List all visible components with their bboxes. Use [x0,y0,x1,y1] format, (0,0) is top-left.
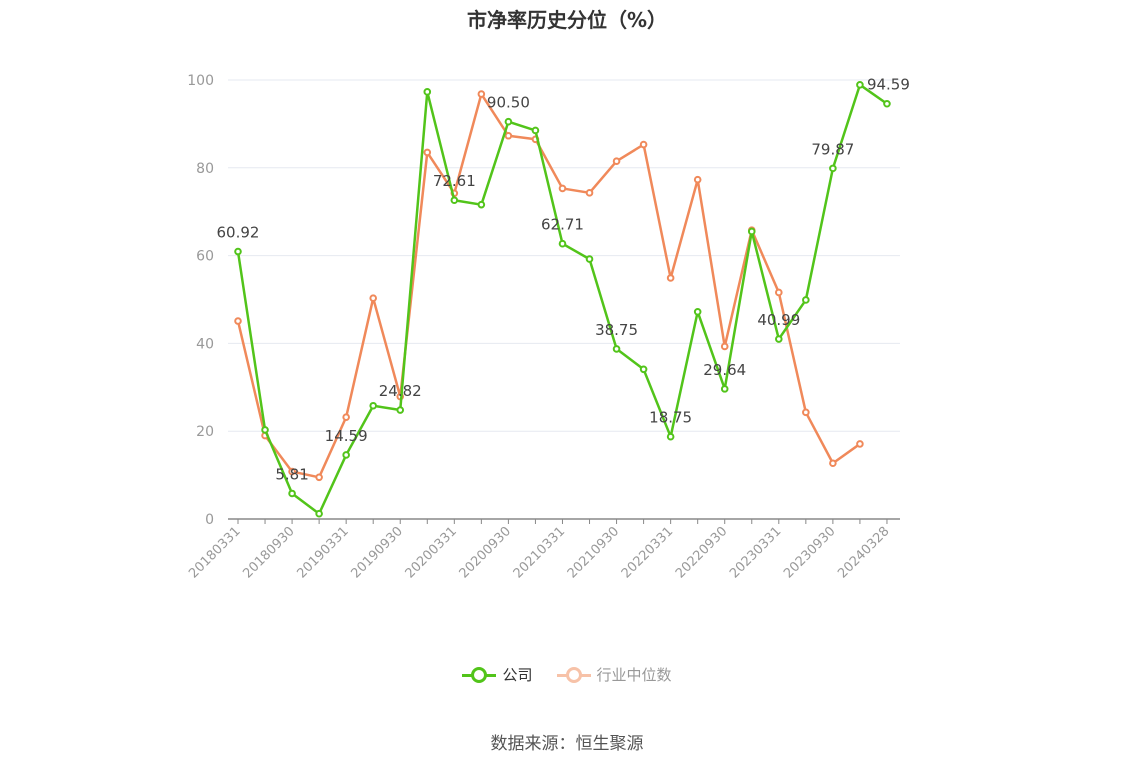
data-point-company [747,227,756,236]
y-tick-label: 20 [196,424,214,440]
data-point-industry-median [639,140,648,149]
data-point-industry-median [612,157,621,166]
x-tick-label: 20220331 [619,524,676,581]
data-point-industry-median [504,131,513,140]
legend-label: 公司 [502,666,533,684]
data-label: 29.64 [703,361,746,379]
data-point-company [396,406,405,414]
data-point-company [531,126,540,135]
series-line-industry-median [236,92,861,479]
data-source: 数据来源：恒生聚源 [490,734,644,754]
x-tick-label: 20190930 [348,524,405,581]
x-tick-label: 20230930 [781,524,838,581]
x-tick-label: 20210930 [565,524,622,581]
data-point-company [558,239,567,248]
data-label: 14.59 [325,427,368,445]
data-point-company [369,401,378,410]
data-point-company [802,296,810,304]
x-tick-label: 20180331 [186,524,243,581]
x-tick-label: 20180930 [240,524,297,581]
legend-line-circle-icon [556,666,591,683]
data-point-company [261,426,269,434]
data-label: 24.82 [379,382,422,400]
legend: 公司 行业中位数 [0,664,1134,685]
y-tick-label: 100 [187,73,214,89]
data-point-industry-median [477,90,486,98]
data-label: 62.71 [541,216,584,234]
data-point-industry-median [315,473,323,482]
data-point-industry-median [423,148,432,157]
data-point-company [342,451,350,459]
data-label: 5.81 [275,465,308,483]
data-label: 18.75 [649,409,692,427]
data-point-company [720,385,729,393]
x-tick-label: 20220930 [673,524,730,581]
legend-item-company[interactable]: 公司 [462,664,533,685]
y-tick-label: 60 [196,249,214,265]
data-point-industry-median [342,413,350,421]
data-point-company [504,117,513,126]
chart-title: 市净率历史分位（%） [466,8,668,32]
data-label: 94.59 [867,76,910,94]
data-label: 90.50 [487,94,530,112]
x-tick-label: 20200930 [457,524,514,581]
data-point-company [639,365,648,374]
data-point-company [423,88,432,96]
data-point-company [450,196,459,205]
x-tick-label: 20200331 [403,524,460,581]
data-point-company [315,509,323,518]
data-point-company [883,99,891,108]
x-tick-label: 20190331 [294,524,351,581]
data-point-industry-median [802,408,810,417]
data-label: 40.99 [757,311,800,329]
y-tick-label: 40 [196,336,214,352]
x-tick-label: 20210331 [511,524,568,581]
data-point-company [234,247,242,256]
series-line-company [236,83,888,515]
data-point-company [829,164,837,173]
data-point-industry-median [693,175,702,184]
data-point-industry-median [558,184,567,193]
data-point-company [612,345,621,353]
data-label: 72.61 [433,172,476,190]
y-tick-label: 80 [196,161,214,177]
y-tick-label: 0 [205,512,214,528]
legend-label: 行业中位数 [596,666,672,684]
legend-item-industry-median[interactable]: 行业中位数 [556,664,672,685]
data-point-industry-median [234,317,242,325]
data-label: 79.87 [811,140,854,158]
x-tick-label: 20240328 [835,524,892,581]
data-point-company [775,335,783,343]
data-point-industry-median [829,459,837,468]
data-point-company [477,200,486,209]
data-point-company [856,81,864,89]
data-point-industry-median [775,288,783,297]
data-point-company [693,307,702,316]
x-tick-label: 20230331 [727,524,784,581]
data-point-industry-median [666,274,675,282]
data-point-industry-median [585,189,594,197]
data-point-industry-median [288,467,296,476]
data-point-company [585,255,594,263]
data-label: 60.92 [217,224,260,242]
data-point-industry-median [720,342,729,351]
data-point-company [288,489,296,498]
data-point-industry-median [856,440,864,448]
data-point-industry-median [369,294,378,302]
legend-line-circle-icon [462,666,497,683]
data-label: 38.75 [595,321,638,339]
data-point-company [666,432,675,441]
